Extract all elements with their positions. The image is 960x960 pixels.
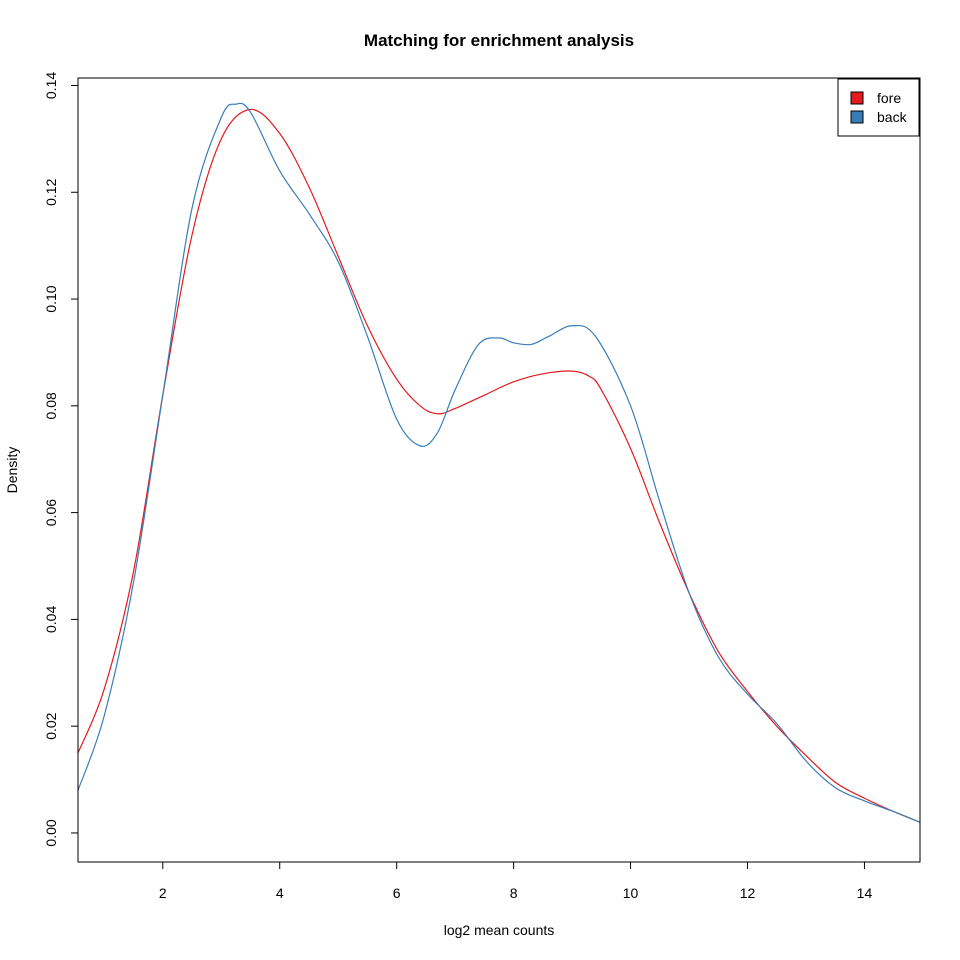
y-tick-label: 0.14 — [43, 72, 59, 99]
x-tick-label: 14 — [857, 885, 873, 901]
y-tick-label: 0.02 — [43, 712, 59, 739]
y-tick-label: 0.08 — [43, 392, 59, 419]
y-tick-label: 0.06 — [43, 499, 59, 526]
x-tick-label: 6 — [393, 885, 401, 901]
series-line-back — [77, 102, 921, 823]
chart-title: Matching for enrichment analysis — [364, 31, 634, 50]
x-tick-label: 12 — [740, 885, 756, 901]
legend-box — [837, 78, 920, 137]
legend-swatch-back — [850, 110, 864, 124]
plot-frame — [77, 77, 921, 863]
legend-swatch-fore — [850, 91, 864, 105]
x-tick-label: 10 — [623, 885, 639, 901]
legend: fore back — [837, 78, 920, 137]
x-tick-label: 2 — [159, 885, 167, 901]
legend-label-back: back — [877, 109, 908, 125]
y-tick-label: 0.04 — [43, 606, 59, 633]
x-tick-label: 8 — [510, 885, 518, 901]
legend-label-fore: fore — [877, 90, 901, 106]
y-tick-label: 0.12 — [43, 178, 59, 205]
y-tick-label: 0.10 — [43, 285, 59, 312]
series-layer — [77, 102, 921, 823]
x-tick-label: 4 — [276, 885, 284, 901]
x-axis-label: log2 mean counts — [444, 922, 555, 938]
y-axis-label: Density — [4, 447, 20, 494]
y-tick-label: 0.00 — [43, 819, 59, 846]
